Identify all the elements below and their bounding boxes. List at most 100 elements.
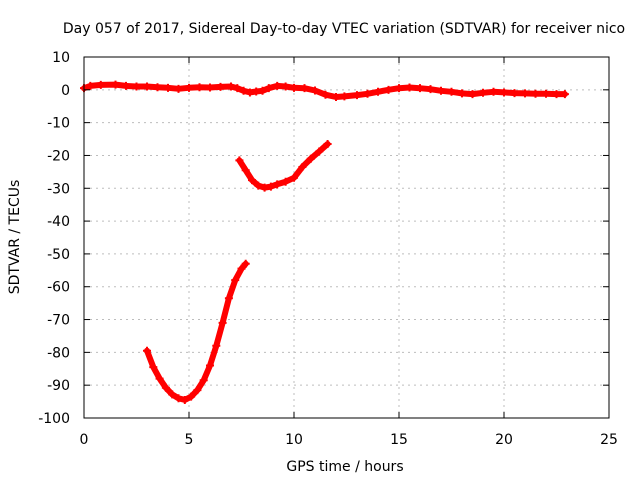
data-point (447, 87, 456, 96)
data-point (161, 383, 170, 392)
data-point (187, 392, 196, 401)
data-point (143, 82, 151, 91)
y-tick-label: -40 (47, 214, 70, 230)
y-tick-label: -20 (47, 148, 70, 164)
data-point (237, 264, 246, 273)
data-point (395, 84, 403, 93)
y-axis-label: SDTVAR / TECUs (7, 180, 23, 295)
data-point (180, 395, 189, 404)
data-point (290, 173, 298, 182)
y-tick-label: 10 (52, 50, 70, 66)
data-point (258, 86, 267, 95)
y-tick-labels: 10 0 -10 -20 -30 -40 -50 -60 -70 -80 -90 -100 (38, 50, 70, 427)
data-point (426, 85, 435, 94)
data-point (248, 176, 256, 185)
x-tick-label: 20 (495, 432, 513, 448)
data-point (323, 139, 332, 148)
data-point (153, 83, 162, 92)
data-point (239, 86, 248, 95)
data-point (206, 83, 214, 92)
data-point (500, 88, 508, 97)
plot-frame (83, 56, 610, 419)
data-point (374, 87, 382, 96)
data-point (212, 341, 221, 350)
data-point (353, 91, 361, 100)
data-point (311, 86, 319, 95)
data-point (560, 90, 569, 99)
data-point (143, 346, 151, 355)
data-point (193, 386, 202, 395)
data-point (437, 86, 445, 95)
y-tick-label: -80 (47, 345, 70, 361)
data-point (340, 92, 349, 101)
grid (84, 57, 609, 418)
data-point (531, 89, 540, 98)
data-point (168, 390, 177, 399)
data-point (306, 154, 315, 163)
x-tick-label: 10 (285, 432, 303, 448)
data-point (416, 84, 424, 93)
data-point (86, 81, 95, 90)
data-point (542, 89, 550, 98)
data-point (227, 82, 235, 91)
series-3 (143, 259, 250, 404)
data-point (149, 363, 158, 372)
data-point (241, 166, 250, 175)
data-point (489, 87, 498, 96)
x-tick-label: 5 (185, 432, 194, 448)
data-point (281, 82, 290, 91)
y-tick-label: -70 (47, 313, 70, 329)
x-axis-label: GPS time / hours (286, 459, 403, 475)
data-point (273, 180, 282, 189)
data-point (521, 89, 529, 98)
y-tick-label: -100 (38, 411, 70, 427)
series-group (80, 80, 569, 404)
data-point (405, 83, 414, 92)
data-point (111, 80, 120, 89)
data-point (332, 93, 340, 102)
data-point (96, 80, 105, 89)
y-tick-label: -50 (47, 247, 70, 263)
x-tick-label: 15 (390, 432, 408, 448)
data-point (231, 276, 240, 285)
data-point (216, 82, 225, 91)
data-point (298, 162, 307, 171)
data-point (384, 85, 393, 94)
data-point (132, 82, 141, 91)
data-point (281, 177, 290, 186)
data-point (122, 81, 130, 90)
data-point (235, 156, 244, 165)
data-point (273, 81, 282, 90)
data-point (206, 361, 214, 370)
data-point (479, 88, 487, 97)
data-point (468, 90, 477, 99)
data-point (224, 294, 233, 303)
y-tick-label: -60 (47, 280, 70, 296)
x-tick-label: 25 (600, 432, 618, 448)
data-point (321, 90, 330, 99)
data-point (199, 376, 208, 385)
data-point (218, 318, 227, 327)
y-tick-label: 0 (61, 83, 70, 99)
data-point (254, 181, 263, 190)
data-point (363, 89, 372, 98)
data-point (264, 84, 273, 93)
y-tick-label: -10 (47, 116, 70, 132)
data-point (510, 89, 519, 98)
x-tick-labels: 0 5 10 15 20 25 (80, 432, 618, 448)
data-point (233, 84, 242, 93)
data-point (315, 147, 324, 156)
data-point (290, 83, 298, 92)
data-point (300, 84, 309, 93)
x-tick-label: 0 (80, 432, 89, 448)
y-tick-label: -30 (47, 181, 70, 197)
data-point (174, 394, 183, 403)
series-1 (80, 80, 569, 102)
data-point (195, 83, 204, 92)
series-2 (235, 139, 332, 192)
y-tick-label: -90 (47, 378, 70, 394)
ticks (83, 56, 610, 419)
data-point (458, 89, 466, 98)
data-point (266, 182, 275, 191)
data-point (164, 83, 172, 92)
